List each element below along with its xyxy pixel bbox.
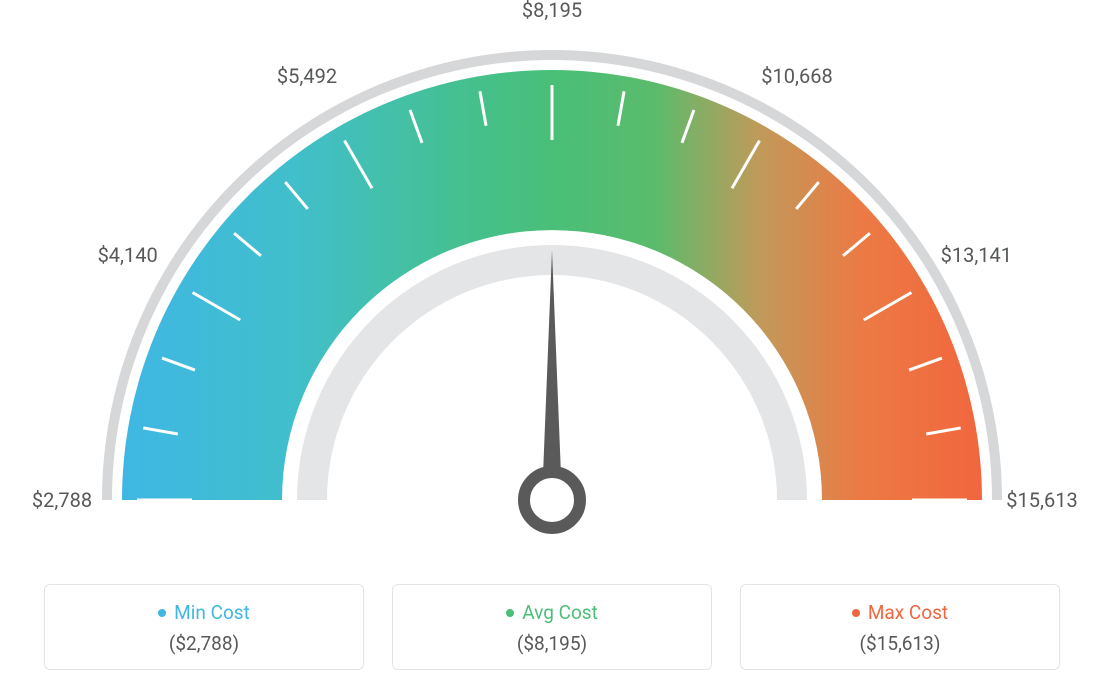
legend-dot-avg (506, 609, 514, 617)
gauge-tick-label: $8,195 (522, 0, 582, 22)
legend-value-avg: ($8,195) (393, 632, 711, 655)
legend-label-max: Max Cost (868, 601, 948, 624)
gauge-tick-label: $13,141 (941, 243, 1012, 267)
legend-value-min: ($2,788) (45, 632, 363, 655)
legend-label-avg: Avg Cost (522, 601, 598, 624)
legend-title-avg: Avg Cost (506, 601, 598, 624)
legend-title-max: Max Cost (852, 601, 948, 624)
cost-gauge (0, 0, 1104, 560)
legend-card-max: Max Cost ($15,613) (740, 584, 1060, 670)
gauge-tick-label: $10,668 (761, 64, 832, 88)
gauge-tick-label: $2,788 (32, 488, 92, 512)
legend-dot-min (158, 609, 166, 617)
legend-dot-max (852, 609, 860, 617)
gauge-tick-label: $15,613 (1006, 488, 1077, 512)
legend-label-min: Min Cost (174, 601, 250, 624)
legend-card-min: Min Cost ($2,788) (44, 584, 364, 670)
legend-row: Min Cost ($2,788) Avg Cost ($8,195) Max … (0, 584, 1104, 670)
gauge-container: $2,788 $4,140 $5,492 $8,195 $10,668 $13,141 $1… (0, 0, 1104, 560)
gauge-tick-label: $4,140 (98, 243, 158, 267)
legend-title-min: Min Cost (158, 601, 250, 624)
gauge-tick-label: $5,492 (277, 64, 337, 88)
legend-value-max: ($15,613) (741, 632, 1059, 655)
legend-card-avg: Avg Cost ($8,195) (392, 584, 712, 670)
